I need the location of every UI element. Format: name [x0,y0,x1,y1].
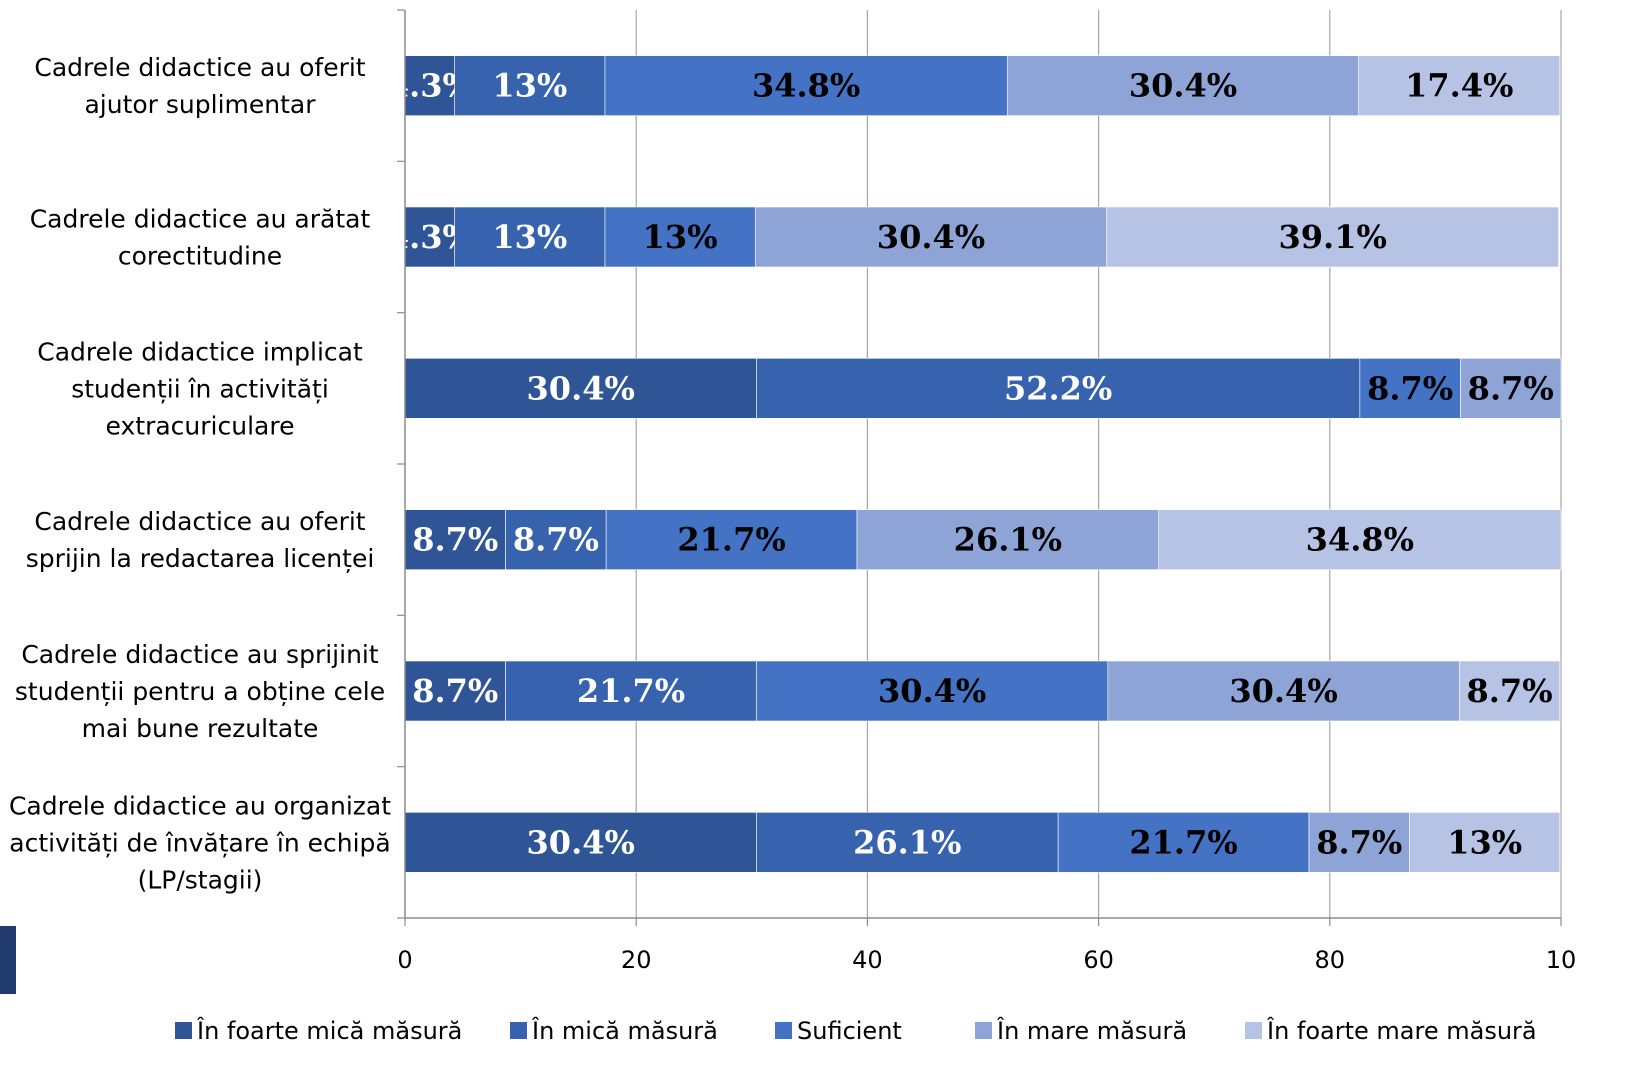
data-label: 30.4% [1129,67,1237,105]
x-tick-label: 40 [852,946,883,974]
data-label: 8.7% [1467,672,1553,710]
legend: În foarte mică măsură În mică măsură Sufic… [175,1016,1537,1045]
data-label: 8.7% [1468,369,1554,407]
category-labels: Cadrele didactice au oferit ajutor suplim… [9,53,391,894]
bar-segment [454,55,606,116]
data-label: 8.7% [513,521,599,559]
data-label: 30.4% [527,823,635,861]
data-label: 8.7% [412,521,498,559]
x-axis-tick-labels: 0 20 40 60 80 10 [397,946,1576,974]
bar-segment [1460,358,1562,419]
axes [397,9,1562,926]
bar-segment [856,509,1160,570]
data-label: 13% [1447,823,1522,861]
category-label: Cadrele didactice au oferit sprijin la re… [26,507,375,573]
legend-swatch [175,1022,192,1039]
data-label: 21.7% [677,521,785,559]
legend-label: În foarte mare măsură [1266,1016,1537,1045]
data-label: 52.2% [1004,369,1112,407]
legend-item: În mare măsură [975,1016,1187,1045]
legend-swatch [510,1022,527,1039]
bar-segment [404,55,456,116]
bar-segment [1106,206,1559,268]
legend-swatch [775,1022,792,1039]
data-label: 8.7% [412,672,498,710]
legend-item: În foarte mică măsură [175,1016,462,1045]
bar-segment [756,358,1361,419]
data-label: 21.7% [577,672,685,710]
data-label: 8.7% [1367,369,1453,407]
category-label: Cadrele didactice au oferit ajutor suplim… [34,53,365,119]
x-tick-label: 20 [621,946,652,974]
legend-label: În foarte mică măsură [196,1016,462,1045]
bar-segment [404,206,456,268]
legend-label: Suficient [797,1017,902,1045]
bar-segment [1107,660,1460,722]
data-label: 13% [492,218,567,256]
data-label: 30.4% [527,369,635,407]
bars: 4.3% 13% 34.8% 30.4% 17.4%4.3% 13% 13% 30.4% 39.… [387,55,1562,873]
bar-segment [756,660,1109,722]
bar-segment [454,206,606,268]
bar-segment [1359,358,1461,419]
category-label: Cadrele didactice au organizat activități… [9,791,391,894]
legend-swatch [1245,1022,1262,1039]
bar-segment [404,660,506,722]
bar-segment [1409,812,1561,873]
data-label: 21.7% [1129,823,1237,861]
legend-swatch [975,1022,992,1039]
bar-segment [604,55,1008,116]
side-accent-bar [0,926,16,994]
data-label: 30.4% [877,218,985,256]
bar-segment [505,660,757,722]
data-label: 13% [492,67,567,105]
bar-segment [404,509,506,570]
bar-segment [404,812,757,873]
data-label: 13% [643,218,718,256]
data-label: 30.4% [878,672,986,710]
legend-item: În foarte mare măsură [1245,1016,1537,1045]
data-label: 39.1% [1279,218,1387,256]
category-label: Cadrele didactice implicat studenții în a… [37,337,363,440]
bar-segment [756,812,1059,873]
bar-segment [404,358,757,419]
legend-label: În mare măsură [996,1016,1187,1045]
category-label: Cadrele didactice au sprijinit studenții … [15,640,385,743]
data-label: 34.8% [1306,521,1414,559]
data-label: 8.7% [1316,823,1402,861]
category-label: Cadrele didactice au arătat corectitudine [30,205,371,271]
x-tick-label: 0 [397,946,412,974]
bar-segment [505,509,607,570]
bar-segment [1458,660,1561,722]
x-tick-label: 60 [1083,946,1114,974]
legend-item: Suficient [775,1017,902,1045]
data-label: 30.4% [1229,672,1337,710]
data-label: 17.4% [1405,67,1513,105]
gridlines [635,10,1562,918]
x-tick-label: 10 [1546,946,1577,974]
data-label: 34.8% [752,67,860,105]
bar-segment [605,509,858,570]
x-tick-label: 80 [1315,946,1346,974]
bar-segment [754,206,1107,268]
legend-item: În mică măsură [510,1016,718,1045]
bar-segment [1158,509,1562,570]
bar-segment [1358,55,1561,116]
bar-segment [1057,812,1310,873]
data-label: 26.1% [853,823,961,861]
data-label: 26.1% [954,521,1062,559]
legend-label: În mică măsură [531,1016,718,1045]
